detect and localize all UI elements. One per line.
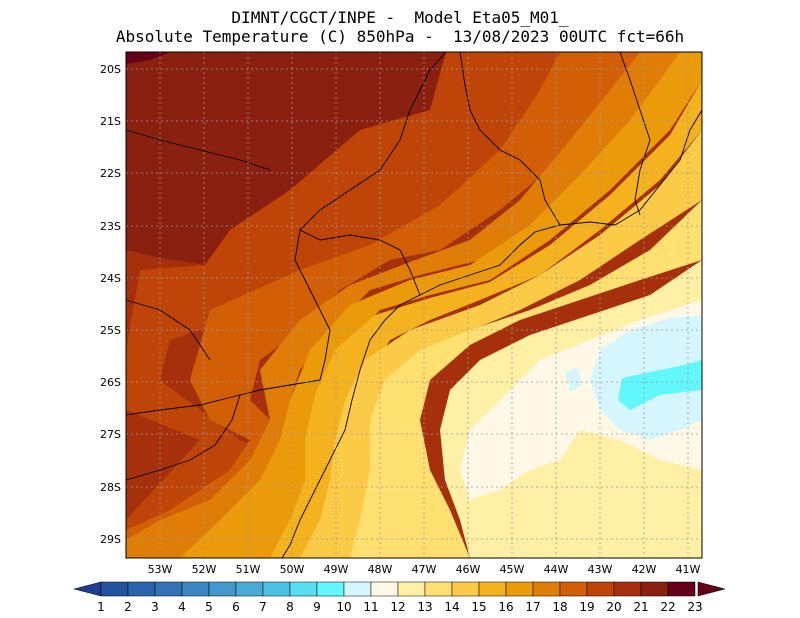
colorbar: 1 2 3 4 5 6 7 8 9 10 11 12 13 14 15 16 1…: [73, 581, 726, 614]
lat-label: 26S: [100, 376, 121, 389]
colorbar-cell: [208, 581, 237, 597]
colorbar-cell: [289, 581, 318, 597]
colorbar-cell: [640, 581, 669, 597]
lat-label: 23S: [100, 220, 121, 233]
temp-band-10: [618, 360, 702, 410]
temp-band-11-spot: [565, 368, 582, 392]
lat-label: 25S: [100, 324, 121, 337]
lon-label: 43W: [588, 563, 613, 576]
lat-label: 27S: [100, 428, 121, 441]
colorbar-label: 3: [151, 600, 159, 614]
lon-label: 42W: [632, 563, 657, 576]
colorbar-label: 2: [124, 600, 132, 614]
lon-label: 51W: [236, 563, 261, 576]
colorbar-cell: [478, 581, 507, 597]
colorbar-label: 7: [259, 600, 267, 614]
colorbar-label: 6: [232, 600, 240, 614]
lon-label: 46W: [456, 563, 481, 576]
colorbar-label: 12: [390, 600, 405, 614]
colorbar-cell: [505, 581, 534, 597]
colorbar-cell: [397, 581, 426, 597]
colorbar-label: 5: [205, 600, 213, 614]
colorbar-cell: [100, 581, 129, 597]
latitude-labels: 20S 21S 22S 23S 24S 25S 26S 27S 28S 29S: [100, 63, 121, 546]
border-line-2: [126, 299, 211, 361]
colorbar-cell: [154, 581, 183, 597]
colorbar-cell: [613, 581, 642, 597]
temp-band-23: [126, 52, 170, 64]
colorbar-high-arrow: [697, 581, 726, 597]
colorbar-label: 10: [336, 600, 351, 614]
colorbar-label: 19: [579, 600, 594, 614]
colorbar-cell: [424, 581, 453, 597]
colorbar-label: 11: [363, 600, 378, 614]
colorbar-low-arrow: [73, 581, 102, 597]
state-border-sc: [126, 394, 241, 416]
colorbar-cell: [262, 581, 291, 597]
colorbar-cell: [316, 581, 345, 597]
state-border-es: [619, 52, 651, 216]
colorbar-label: 1: [97, 600, 105, 614]
lon-label: 47W: [412, 563, 437, 576]
colorbar-cell: [559, 581, 588, 597]
map-frame: [125, 51, 703, 559]
temperature-field: [126, 52, 702, 558]
lon-label: 45W: [500, 563, 525, 576]
lon-label: 53W: [148, 563, 173, 576]
colorbar-label: 18: [552, 600, 567, 614]
colorbar-cell: [127, 581, 156, 597]
colorbar-cell: [181, 581, 210, 597]
colorbar-label: 14: [444, 600, 459, 614]
colorbar-cell: [667, 581, 696, 597]
lat-label: 22S: [100, 167, 121, 180]
coastline-borders: [126, 52, 702, 558]
lat-label: 29S: [100, 533, 121, 546]
colorbar-cell: [235, 581, 264, 597]
colorbar-cell: [586, 581, 615, 597]
colorbar-label: 23: [687, 600, 702, 614]
colorbar-cell: [343, 581, 372, 597]
colorbar-label: 4: [178, 600, 186, 614]
longitude-labels: 53W 52W 51W 50W 49W 48W 47W 46W 45W 44W …: [148, 563, 701, 576]
colorbar-cell: [451, 581, 480, 597]
colorbar-label: 20: [606, 600, 621, 614]
temp-band-14: [350, 200, 702, 558]
lat-label: 24S: [100, 272, 121, 285]
temp-band-15: [300, 130, 702, 558]
temp-band-19: [126, 52, 640, 558]
lon-label: 48W: [368, 563, 393, 576]
lat-label: 20S: [100, 63, 121, 76]
lat-label: 21S: [100, 115, 121, 128]
lon-label: 52W: [192, 563, 217, 576]
colorbar-cell: [532, 581, 561, 597]
state-border-rj: [459, 52, 561, 226]
colorbar-label: 17: [525, 600, 540, 614]
temp-band-18: [126, 52, 680, 558]
colorbar-label: 8: [286, 600, 294, 614]
lon-label: 49W: [324, 563, 349, 576]
temp-band-22: [126, 52, 446, 265]
river-line: [126, 129, 271, 171]
colorbar-label: 16: [498, 600, 513, 614]
coastline: [281, 109, 702, 558]
graticule: [126, 52, 702, 558]
lon-label: 44W: [544, 563, 569, 576]
map-title-line1: DIMNT/CGCT/INPE - Model Eta05_M01_: [231, 8, 569, 27]
state-border-pr: [299, 229, 421, 296]
temp-band-20: [126, 52, 560, 558]
map-title-line2: Absolute Temperature (C) 850hPa - 13/08/…: [115, 27, 685, 46]
lat-label: 28S: [100, 481, 121, 494]
state-border-west: [126, 52, 447, 481]
colorbar-label: 22: [660, 600, 675, 614]
lon-label: 50W: [280, 563, 305, 576]
lon-label: 41W: [676, 563, 701, 576]
colorbar-label: 21: [633, 600, 648, 614]
colorbar-cell: [370, 581, 399, 597]
temp-band-16: [270, 80, 702, 558]
colorbar-label: 9: [313, 600, 321, 614]
colorbar-label: 13: [417, 600, 432, 614]
colorbar-label: 15: [471, 600, 486, 614]
